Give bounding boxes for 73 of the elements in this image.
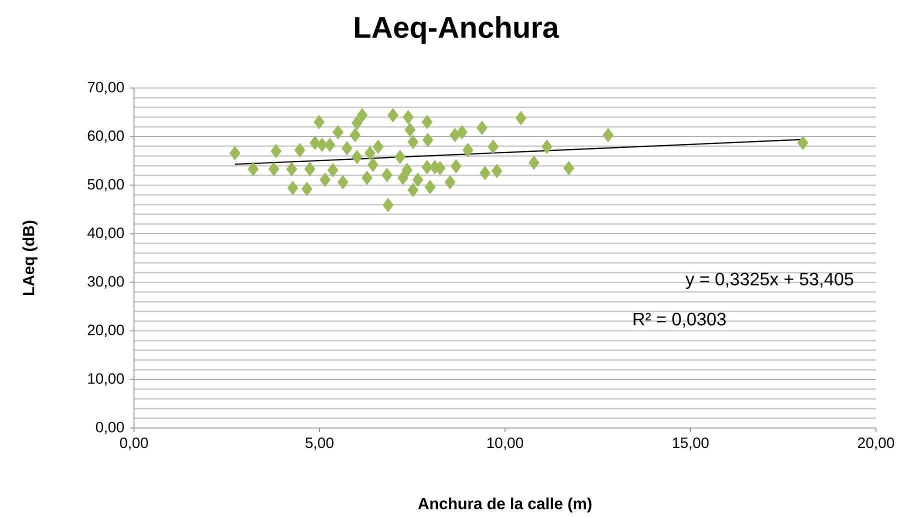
point	[424, 180, 436, 194]
point	[408, 134, 418, 150]
point	[491, 164, 502, 178]
point	[382, 198, 394, 212]
point	[268, 162, 280, 176]
point	[422, 132, 434, 148]
point	[316, 138, 328, 152]
point	[402, 110, 414, 124]
point	[422, 160, 433, 174]
y-tick-label: 0,00	[96, 422, 124, 434]
point	[388, 108, 398, 122]
point	[248, 162, 259, 176]
annotation: y = 0,3325x + 53,405	[685, 272, 854, 289]
x-tick-label: 20,00	[858, 438, 894, 450]
point	[372, 140, 384, 154]
point	[412, 172, 424, 187]
point	[324, 138, 336, 152]
point	[364, 146, 376, 160]
point	[327, 162, 338, 178]
point	[528, 156, 540, 170]
y-tick-label: 40,00	[87, 228, 124, 240]
point	[356, 108, 368, 122]
point	[294, 142, 306, 158]
point	[402, 162, 413, 178]
point	[541, 140, 552, 154]
point	[367, 158, 378, 172]
point	[286, 162, 298, 176]
y-tick-label: 10,00	[88, 373, 124, 386]
point	[362, 170, 372, 186]
y-tick-label: 50,00	[88, 178, 124, 192]
y-tick-label: 60,00	[88, 130, 124, 143]
point	[462, 142, 474, 158]
y-tick-label: 30,00	[88, 276, 124, 288]
point	[488, 140, 499, 154]
point	[456, 125, 468, 140]
point	[480, 166, 490, 180]
point	[449, 128, 460, 142]
point	[350, 128, 361, 142]
point	[301, 182, 312, 196]
y-tick-label: 20,00	[88, 324, 124, 338]
point	[352, 116, 362, 130]
point	[476, 120, 488, 136]
point	[404, 122, 416, 137]
point	[444, 175, 456, 190]
annotation: R² = 0,0303	[634, 312, 726, 328]
point	[342, 141, 352, 156]
point	[408, 182, 418, 198]
point	[398, 170, 408, 186]
point	[563, 160, 574, 176]
x-tick-label: 10,00	[487, 438, 524, 450]
point	[602, 128, 614, 142]
point	[797, 136, 808, 150]
point	[450, 159, 462, 174]
x-tick-label: 15,00	[672, 438, 709, 450]
x-tick-label: 5,00	[306, 438, 334, 450]
x-axis-title: Anchura de la calle (m)	[418, 498, 592, 512]
point	[337, 175, 348, 190]
point	[332, 125, 344, 140]
point	[270, 144, 282, 158]
point	[422, 114, 433, 130]
y-axis-title: LAeq (dB)	[22, 220, 38, 296]
point	[304, 162, 316, 176]
point	[287, 180, 298, 196]
y-tick-label: 70,00	[88, 82, 124, 94]
chart-title: LAeq-Anchura	[355, 16, 560, 44]
point	[229, 146, 240, 160]
point	[320, 172, 331, 187]
point	[352, 150, 362, 164]
point	[314, 114, 325, 130]
point	[516, 110, 526, 126]
point	[394, 150, 406, 164]
x-tick-label: 0,00	[120, 438, 148, 450]
point	[382, 168, 392, 182]
